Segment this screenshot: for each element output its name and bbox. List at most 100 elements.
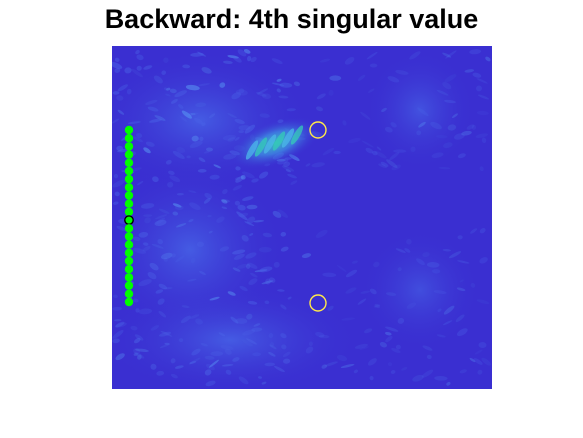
speckle	[261, 381, 267, 385]
speckle	[279, 82, 293, 88]
speckle	[395, 344, 401, 350]
speckle	[264, 362, 275, 367]
speckle	[430, 121, 442, 130]
speckle	[198, 83, 210, 86]
speckle	[280, 333, 287, 339]
speckle	[271, 58, 283, 64]
speckle	[147, 106, 159, 112]
speckle	[365, 147, 374, 154]
speckle	[479, 257, 488, 264]
speckle	[276, 78, 282, 82]
sensor	[124, 256, 134, 266]
speckle	[241, 234, 249, 242]
sensor	[124, 191, 134, 200]
speckle	[282, 351, 291, 358]
speckle	[385, 326, 399, 332]
speckle	[242, 171, 255, 179]
speckle	[166, 87, 171, 91]
speckle	[112, 91, 120, 95]
speckle	[150, 363, 157, 370]
speckle	[372, 150, 378, 156]
speckle	[185, 84, 200, 91]
speckle	[238, 130, 245, 134]
speckle	[135, 348, 149, 353]
speckle	[336, 265, 347, 272]
speckle	[234, 200, 241, 206]
speckle	[234, 136, 240, 141]
speckle	[242, 339, 253, 347]
speckle	[176, 147, 186, 154]
speckle	[127, 121, 141, 124]
speckle	[205, 380, 216, 387]
speckle	[426, 261, 440, 268]
sensor	[124, 207, 134, 217]
speckle	[364, 328, 373, 334]
speckle	[209, 296, 220, 301]
speckle	[433, 290, 447, 295]
speckle	[223, 60, 233, 64]
speckle	[264, 300, 270, 305]
speckle	[448, 251, 462, 259]
speckle	[206, 147, 213, 152]
speckle	[231, 92, 242, 100]
speckle	[476, 85, 482, 92]
speckle	[442, 52, 452, 58]
speckle	[395, 248, 406, 253]
speckle	[143, 65, 153, 70]
speckle	[422, 252, 430, 258]
speckle	[366, 51, 378, 60]
speckle	[457, 153, 466, 159]
speckle	[436, 89, 449, 96]
speckle	[472, 72, 482, 78]
speckle	[189, 140, 203, 149]
speckle	[285, 169, 292, 173]
speckle	[117, 109, 125, 115]
speckle	[149, 118, 162, 123]
speckle	[390, 370, 396, 374]
speckle	[367, 88, 375, 93]
speckle	[357, 298, 367, 305]
speckle	[221, 206, 228, 210]
speckle	[170, 98, 178, 104]
speckle	[281, 344, 287, 350]
speckle	[114, 319, 122, 322]
speckle	[251, 327, 263, 332]
speckle	[475, 133, 488, 139]
speckle	[342, 120, 347, 126]
speckle	[114, 57, 120, 62]
speckle	[232, 249, 246, 255]
speckle	[345, 287, 357, 294]
speckle	[238, 212, 249, 218]
speckle	[163, 257, 168, 262]
speckle	[136, 54, 144, 61]
speckle	[112, 306, 122, 311]
speckle	[340, 363, 355, 369]
speckle	[234, 177, 241, 180]
speckle	[481, 357, 492, 366]
speckle	[256, 91, 267, 97]
speckle	[204, 192, 213, 199]
speckle	[130, 325, 138, 331]
speckle	[248, 278, 258, 286]
speckle	[150, 325, 160, 331]
speckle	[262, 232, 273, 238]
speckle	[124, 67, 132, 74]
speckle	[196, 241, 205, 248]
speckle	[272, 210, 282, 218]
speckle	[220, 199, 230, 203]
speckle	[348, 137, 361, 144]
speckle	[115, 353, 125, 361]
speckle	[281, 165, 295, 172]
speckle	[246, 216, 256, 224]
speckle	[191, 348, 201, 356]
speckle	[158, 283, 168, 290]
speckle	[178, 104, 184, 109]
speckle	[143, 147, 151, 154]
speckle	[280, 231, 287, 237]
speckle	[178, 338, 184, 343]
speckle	[395, 69, 409, 75]
speckle	[164, 342, 170, 345]
speckle	[397, 267, 402, 272]
speckle	[417, 107, 429, 117]
